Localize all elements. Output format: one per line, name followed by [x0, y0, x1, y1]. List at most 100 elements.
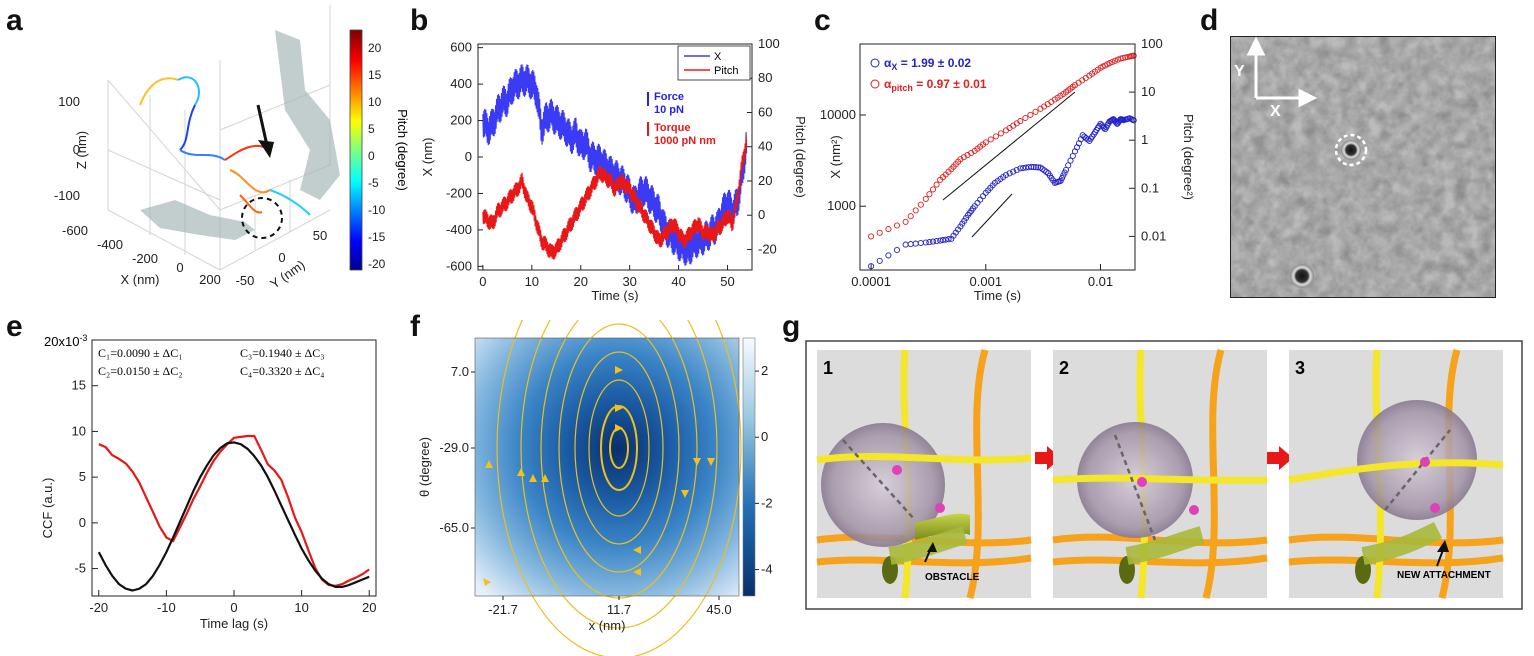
c-point-pitch-7-3	[997, 130, 1004, 137]
f-ytick-label-0: 7.0	[451, 364, 469, 379]
shadow-floor	[140, 200, 255, 240]
b-xtick-label-2: 20	[574, 274, 588, 289]
x-fit-line	[971, 193, 1013, 238]
c-point-x-1-0	[902, 241, 909, 248]
c-point-x-1-1	[907, 241, 914, 248]
f-ylabel: θ (degree)	[417, 437, 432, 497]
b-ylabel: X (nm)	[420, 138, 435, 177]
c-point-pitch-0-0	[868, 233, 875, 240]
bead-circle	[1334, 133, 1368, 167]
c-point-pitch-16-2	[1112, 57, 1119, 64]
x-tick-3: 0	[176, 260, 183, 275]
z-axis-label: Z (nm)	[74, 131, 89, 169]
panel-b-chart: 0 10 20 30 40 50-600-400-2000200400600-200204…	[420, 36, 808, 303]
torque-value: 1000 pN nm	[654, 135, 716, 147]
c-point-x-3-3	[945, 236, 952, 243]
c-point-x-10-2	[1010, 168, 1017, 175]
c-point-x-2-1	[926, 239, 933, 246]
c-point-pitch-9-0	[1017, 118, 1024, 125]
colorbar-a-tick-2: 10	[368, 95, 382, 109]
colorbar-a-label: Pitch (degree)	[395, 109, 410, 191]
c-point-pitch-9-3	[1032, 108, 1039, 115]
alpha-legend: αX = 1.99 ± 0.02 αpitch = 0.97 ± 0.01	[870, 56, 987, 93]
f-cbar-label-1: 0	[761, 429, 768, 444]
series-pitch-line	[482, 135, 748, 260]
f-xtick-label-1: 11.7	[607, 602, 631, 617]
e-xlabel: Time lag (s)	[200, 616, 268, 631]
c-point-x-0-1	[876, 257, 883, 264]
colorbar-f	[742, 337, 756, 597]
e-ytick-label-1: 0	[79, 515, 86, 530]
x-tick-4: 200	[199, 272, 221, 287]
c-point-pitch-0-3	[893, 222, 901, 229]
c-point-pitch-16-1	[1109, 58, 1116, 66]
b-xtick-label-3: 30	[622, 274, 636, 289]
x-axis-arrow-label: X	[1270, 103, 1281, 120]
torque-label: Torque	[654, 122, 690, 134]
b-xtick-label-4: 40	[671, 274, 685, 289]
c-point-pitch-1-0	[902, 218, 909, 225]
c-point-x-1-3	[917, 239, 924, 247]
c-point-pitch-7-0	[982, 139, 989, 146]
c-point-pitch-9-2	[1027, 111, 1034, 118]
f-xtick-label-0: -21.7	[488, 602, 518, 617]
e-series-fit	[97, 441, 370, 592]
panel-letter-d: d	[1200, 4, 1219, 37]
panel-e-frame	[91, 339, 377, 597]
e-xtick-label-0: -20	[89, 600, 108, 615]
b-ylabel-right: Pitch (degree)	[793, 116, 808, 198]
c-point-x-19-3	[1084, 136, 1091, 143]
e-ytick-label-0: -5	[74, 561, 86, 576]
c-ytick-label-1: 10000	[820, 107, 856, 122]
y-tick-2: 50	[313, 228, 327, 243]
b-ytick-label-0: -600	[446, 258, 472, 273]
panel-a-figure: 100 0 -100 Z (nm) -600 -400 -200 0 200 X…	[54, 5, 410, 292]
c-point-x-12-3	[1035, 164, 1042, 171]
colorbar-a-tick-3: 5	[368, 122, 375, 136]
e-scale-note: 20x10-3	[44, 333, 87, 349]
b-xtick-label-0: 0	[479, 274, 486, 289]
step-arrow-1	[1035, 446, 1061, 470]
coef-c2: C₂=0.0150 ± ΔC₂	[98, 364, 182, 378]
c-point-pitch-2-3	[933, 181, 940, 188]
b-ytick-r-label-5: 80	[758, 70, 772, 85]
colorbar-a	[349, 29, 363, 271]
panel-b-frame	[477, 43, 753, 271]
z-tick-0: 100	[58, 94, 80, 109]
x-tick-1: -400	[97, 237, 123, 252]
x-axis-label: X (nm)	[121, 272, 160, 287]
c-point-x-2-3	[933, 238, 940, 245]
c-point-x-10-0	[1002, 171, 1010, 179]
b-ytick-r-label-2: 20	[758, 173, 772, 188]
colorbar-a-tick-4: 0	[368, 149, 375, 163]
b-xtick-label-5: 50	[720, 274, 734, 289]
force-value: 10 pN	[654, 104, 684, 116]
heatmap-area	[475, 338, 739, 596]
colorbar-a-tick-8: -20	[368, 257, 386, 271]
b-xtick-label-1: 10	[525, 274, 539, 289]
tracked-bead	[1341, 140, 1361, 160]
schematic-step-3: NEW ATTACHMENT 3	[1288, 349, 1504, 599]
c-point-x-7-3	[979, 193, 987, 200]
panel-d-micrograph: Y X	[1230, 36, 1496, 298]
new-attachment-label: NEW ATTACHMENT	[1397, 570, 1491, 581]
e-xtick-label-1: -10	[157, 600, 176, 615]
panel-letter-c: c	[814, 4, 831, 37]
y-axis-label: Y (nm)	[267, 257, 307, 292]
c-point-x-29-3	[1130, 117, 1137, 124]
b-ytick-label-4: 200	[450, 113, 472, 128]
c-point-x-3-2	[942, 236, 949, 243]
c-point-pitch-7-2	[992, 133, 999, 140]
c-point-x-7-2	[977, 196, 984, 203]
panel-b-legend: X Pitch	[677, 45, 751, 81]
c-point-x-1-2	[912, 240, 919, 247]
b-ytick-r-label-1: 0	[758, 207, 765, 222]
e-ytick-label-4: 15	[72, 378, 86, 393]
b-ytick-r-label-3: 40	[758, 139, 772, 154]
colorbar-a-tick-6: -10	[368, 203, 386, 217]
c-point-x-13-0	[1037, 164, 1044, 171]
x-tick-2: -200	[132, 251, 158, 266]
c-point-pitch-2-1	[926, 191, 933, 198]
b-ytick-label-2: -200	[446, 185, 472, 200]
c-point-pitch-9-1	[1022, 114, 1029, 122]
